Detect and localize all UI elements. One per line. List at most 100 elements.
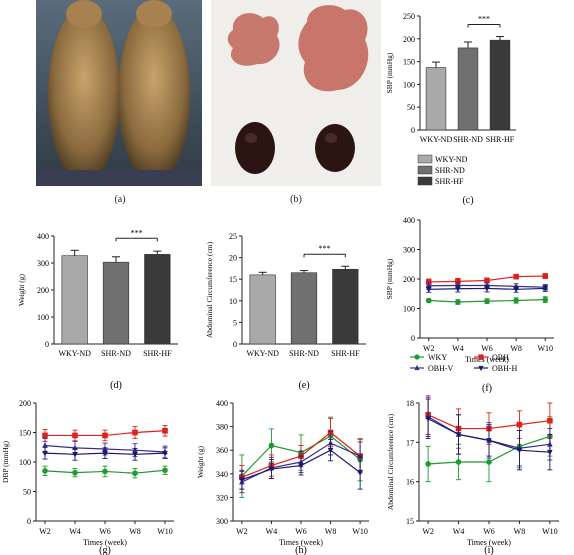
- data-point: [414, 364, 420, 371]
- panel-label: (c): [462, 195, 473, 206]
- y-axis-label: SBP (mmHg): [385, 258, 394, 299]
- data-point: [478, 354, 484, 360]
- x-tick-label: SHR-HF: [143, 349, 172, 358]
- x-axis-label: Times (week): [83, 538, 127, 547]
- data-point: [327, 447, 334, 454]
- data-point: [357, 452, 363, 459]
- bar-shr-hf: [489, 39, 511, 131]
- panel-label: (f): [482, 383, 492, 393]
- data-point: [414, 354, 420, 360]
- y-axis-label: SBP (mmHg): [385, 52, 394, 93]
- y-tick-label: 150: [19, 429, 31, 438]
- data-point: [513, 297, 519, 304]
- rats-photo-art: [36, 0, 202, 186]
- data-point: [268, 466, 275, 473]
- y-tick-label: 100: [37, 313, 49, 322]
- bar-shr-nd: [102, 261, 130, 345]
- x-tick-label: W8: [514, 527, 526, 536]
- data-point: [132, 452, 138, 458]
- y-tick-label: 0: [411, 126, 415, 135]
- data-point: [455, 432, 462, 438]
- data-point: [455, 282, 461, 288]
- x-tick-label: SHR-ND: [453, 135, 483, 144]
- bar-wky-nd: [249, 274, 276, 345]
- y-tick-label: 18: [406, 399, 414, 408]
- legend-label: OBH-V: [428, 364, 454, 373]
- data-point: [102, 432, 108, 439]
- y-tick-label: 320: [216, 493, 228, 502]
- y-axis-label: Weight (g): [17, 273, 26, 306]
- data-point: [102, 468, 108, 475]
- y-tick-label: 200: [403, 275, 415, 284]
- y-tick-label: 0: [27, 517, 31, 526]
- x-tick-label: W4: [266, 527, 278, 536]
- y-tick-label: 50: [23, 488, 31, 497]
- legend-label: WKY-ND: [435, 155, 468, 164]
- x-tick-label: W10: [537, 344, 553, 353]
- y-tick-label: 200: [19, 399, 31, 408]
- y-tick-label: 0: [233, 340, 237, 349]
- panel-label: (i): [484, 545, 493, 555]
- y-tick-label: 100: [403, 305, 415, 314]
- data-point: [162, 450, 168, 457]
- data-point: [132, 470, 138, 477]
- y-tick-label: 17: [406, 438, 414, 447]
- y-axis-label: Abdominal Circumference (cm): [205, 241, 214, 338]
- data-point: [486, 438, 492, 444]
- data-point: [425, 416, 431, 423]
- y-axis-label: Abdominal Circumference (cm): [386, 413, 395, 510]
- x-tick-label: W2: [39, 527, 51, 536]
- y-tick-label: 0: [45, 340, 49, 349]
- x-tick-label: W10: [352, 527, 368, 536]
- x-axis-label: Times (week): [279, 538, 323, 547]
- chart-f-sbp-line: 0 100 200 300 400 SBP (mmHg) (f) W2 W4 W6 W8 W10 Tim…: [385, 216, 554, 393]
- y-tick-label: 200: [403, 35, 415, 44]
- y-tick-label: 250: [403, 12, 415, 21]
- x-tick-label: W4: [69, 527, 81, 536]
- data-point: [268, 442, 275, 449]
- legend-swatch: [417, 154, 433, 164]
- x-tick-label: WKY-ND: [246, 349, 279, 358]
- panel-label: (g): [99, 545, 111, 555]
- y-tick-label: 5: [233, 318, 237, 327]
- data-point: [478, 365, 484, 372]
- panel-label: (d): [110, 380, 122, 391]
- x-axis-label: Times (week): [467, 538, 511, 547]
- y-tick-label: 380: [216, 423, 228, 432]
- data-point: [455, 459, 462, 465]
- y-tick-label: 150: [403, 58, 415, 67]
- y-tick-label: 200: [37, 286, 49, 295]
- data-point: [455, 278, 461, 285]
- data-point: [542, 296, 549, 303]
- chart-d-weight-bar: 0 100 200 300 400 Weight (g) (d) WKY-ND SHR-ND SH…: [17, 228, 178, 391]
- data-point: [547, 417, 553, 424]
- x-tick-label: W10: [157, 527, 173, 536]
- data-point: [162, 427, 168, 434]
- y-tick-label: 400: [216, 399, 228, 408]
- x-tick-label: WKY-ND: [420, 135, 453, 144]
- data-point: [513, 273, 519, 280]
- data-point: [42, 450, 48, 457]
- bar-shr-hf: [332, 268, 359, 345]
- x-tick-label: W10: [542, 527, 558, 536]
- tissue-photo: [211, 0, 381, 186]
- x-tick-label: W4: [452, 344, 464, 353]
- legend-label: OBH: [492, 353, 509, 362]
- bar-wky-nd: [61, 255, 88, 345]
- rats-photo: [36, 0, 202, 186]
- data-point: [455, 286, 461, 293]
- x-tick-label: SHR-HF: [331, 349, 360, 358]
- x-tick-label: W6: [99, 527, 111, 536]
- y-tick-label: 10: [229, 297, 237, 306]
- y-tick-label: 100: [403, 80, 415, 89]
- chart-h-weight-line: 300 320 340 360 380 400 Weight (g) (h) W2 W4 W6 W8 W…: [196, 399, 369, 555]
- significance-label: ***: [131, 228, 143, 237]
- y-tick-label: 300: [403, 246, 415, 255]
- legend-label: SHR-HF: [435, 177, 464, 186]
- x-tick-label: W2: [236, 527, 248, 536]
- data-point: [542, 286, 549, 292]
- y-tick-label: 0: [411, 334, 415, 343]
- y-tick-label: 300: [37, 259, 49, 268]
- data-point: [102, 450, 108, 457]
